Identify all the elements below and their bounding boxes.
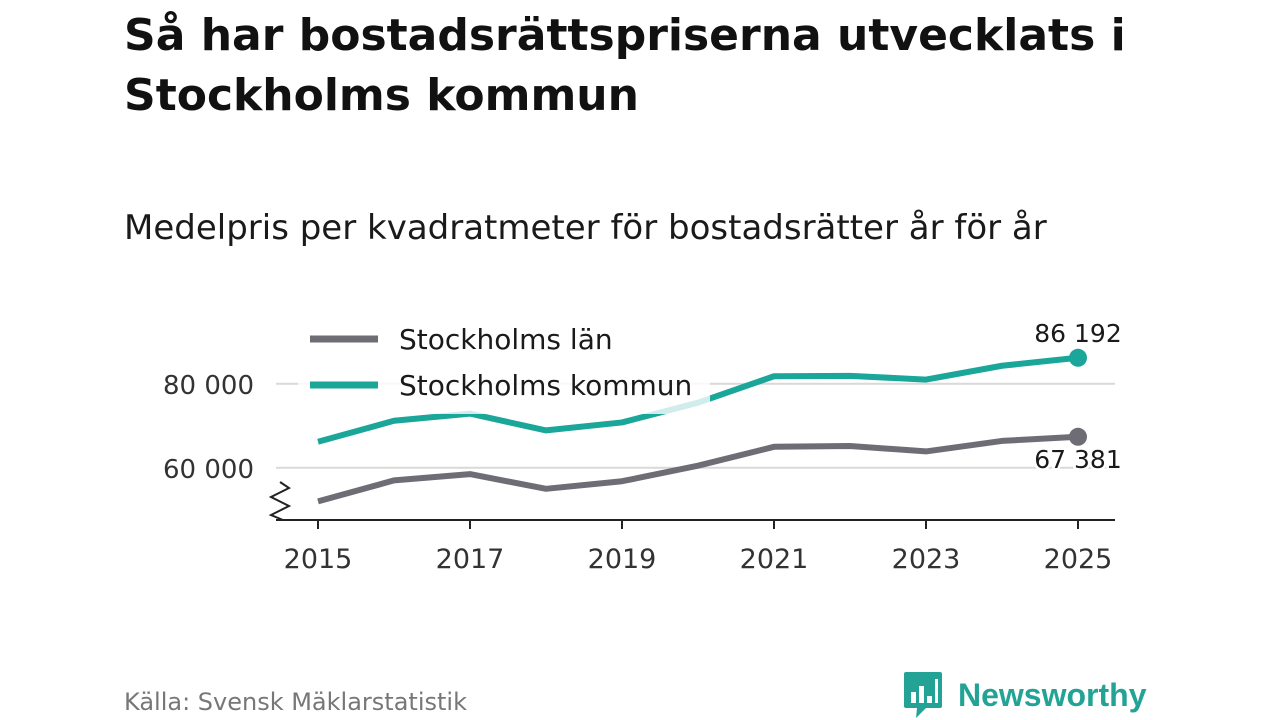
legend: Stockholms län Stockholms kommun: [298, 312, 710, 414]
x-tick-label: 2017: [436, 544, 505, 575]
brand-logo: Newsworthy: [902, 670, 1146, 720]
x-tick-label: 2015: [284, 544, 353, 575]
x-tick-label: 2023: [892, 544, 961, 575]
data-labels: 67 381 86 192: [1032, 316, 1124, 476]
y-tick-label: 80 000: [163, 371, 254, 401]
legend-label: Stockholms kommun: [399, 369, 692, 402]
x-axis: 2015 2017 2019 2021 2023 2025: [268, 481, 1115, 575]
end-value-label: 67 381: [1034, 445, 1121, 474]
axis-break-icon: [268, 481, 292, 521]
x-tick-label: 2025: [1044, 544, 1113, 575]
brand-name: Newsworthy: [958, 676, 1147, 713]
chart-subtitle: Medelpris per kvadratmeter för bostadsrä…: [124, 208, 1047, 248]
series-end-marker: [1069, 348, 1087, 367]
y-tick-label: 60 000: [163, 455, 254, 485]
x-tick-label: 2021: [740, 544, 809, 575]
x-tick-label: 2019: [588, 544, 657, 575]
chart-title: Så har bostadsrättspriserna utvecklats i…: [124, 10, 1126, 121]
end-value-label: 86 192: [1034, 319, 1121, 348]
series-end-marker: [1069, 427, 1087, 446]
legend-background: [298, 312, 710, 414]
line-chart: 60 000 80 000 2015 2017 2019 2021 2023 2025 St…: [163, 312, 1124, 575]
legend-label: Stockholms län: [399, 323, 613, 356]
series-line-stockholms-lan: [317, 433, 1079, 505]
source-note: Källa: Svensk Mäklarstatistik: [124, 688, 467, 716]
newsworthy-logo-icon: [904, 672, 942, 718]
